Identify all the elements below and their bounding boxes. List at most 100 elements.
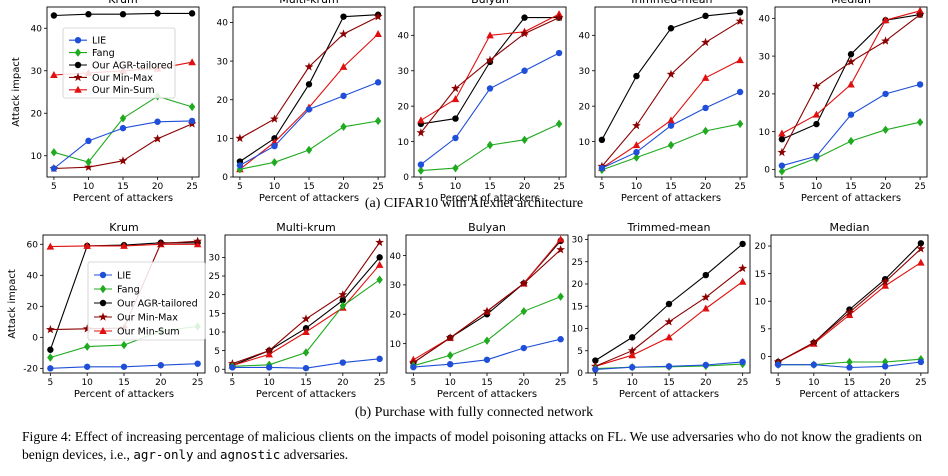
data-point — [521, 135, 528, 145]
x-tick-label: 15 — [665, 182, 676, 192]
x-tick-label: 5 — [779, 182, 785, 192]
subfigure-caption-b: (b) Purchase with fully connected networ… — [354, 405, 594, 420]
x-tick-label: 25 — [186, 182, 197, 192]
x-tick-label: 10 — [269, 182, 281, 192]
series-line-our-agr-tailored — [239, 14, 379, 162]
data-point — [375, 260, 384, 268]
data-point — [50, 71, 58, 78]
data-point — [119, 114, 127, 123]
data-point — [120, 340, 128, 350]
legend-marker — [73, 72, 83, 82]
data-point — [666, 69, 676, 78]
y-tick-label: 60 — [27, 241, 39, 251]
data-point — [813, 120, 820, 128]
data-point — [47, 353, 54, 362]
data-point — [846, 364, 853, 371]
figure-caption-text: Effect of increasing percentage of malic… — [22, 429, 922, 462]
chart-4: Trimmed-mean 5 10 15 20 25 10 20 30 40 Percent of … — [579, 0, 748, 204]
y-tick-label: 10 — [572, 325, 584, 335]
data-point — [847, 136, 855, 146]
y-tick-label: 20 — [579, 102, 591, 112]
data-point — [598, 136, 606, 144]
x-axis-label: Percent of attackers — [74, 389, 174, 400]
data-point — [486, 31, 494, 39]
data-point — [154, 10, 161, 17]
x-axis-label: Percent of attackers — [799, 389, 899, 400]
x-tick-label: 20 — [338, 182, 350, 192]
y-tick-label: 20 — [217, 96, 229, 106]
data-point — [194, 360, 201, 367]
data-point — [810, 361, 818, 368]
data-point — [376, 254, 383, 261]
x-tick-label: 5 — [237, 182, 243, 192]
data-point — [557, 336, 564, 343]
data-point — [520, 29, 529, 38]
legend-2: LIE Fang Our AGR-tailored Our Min-Max Our Mi… — [87, 261, 206, 341]
y-tick-label: 15 — [755, 270, 766, 280]
y-tick-label: 20 — [209, 291, 221, 301]
data-point — [665, 363, 673, 370]
x-tick-label: 20 — [879, 378, 891, 388]
data-point — [305, 81, 313, 88]
data-point — [188, 102, 196, 112]
data-point — [119, 124, 127, 132]
data-point — [417, 116, 425, 124]
series-line-fang — [239, 120, 379, 170]
data-point — [82, 324, 92, 333]
data-point — [736, 88, 744, 96]
x-tick-label: 20 — [700, 182, 712, 192]
data-point — [778, 136, 786, 143]
caption-and: and — [193, 447, 221, 462]
data-point — [556, 235, 565, 243]
y-tick-label: 5 — [760, 325, 766, 335]
legend-marker — [99, 299, 107, 307]
x-tick-label: 15 — [117, 182, 128, 192]
chart-title: Median — [829, 221, 869, 234]
x-tick-label: 10 — [83, 182, 95, 192]
x-tick-label: 10 — [626, 378, 638, 388]
data-point — [339, 29, 348, 38]
chart-3: Bulyan 5 10 15 20 25 0 10 20 30 40 Percent of attac… — [398, 0, 567, 204]
y-tick-label: 40 — [759, 15, 771, 25]
data-point — [592, 357, 599, 364]
data-point — [270, 114, 279, 123]
data-point — [85, 137, 92, 145]
data-point — [519, 278, 529, 288]
y-tick-label: 10 — [31, 152, 43, 162]
data-point — [633, 149, 640, 156]
y-tick-label: 0 — [760, 353, 766, 363]
data-point — [667, 25, 675, 32]
data-point — [881, 281, 889, 289]
data-point — [120, 241, 128, 249]
legend-label: Fang — [117, 284, 140, 295]
data-point — [236, 165, 244, 174]
y-tick-label: 10 — [759, 128, 771, 138]
x-tick-label: 25 — [192, 378, 203, 388]
legend-label: Our Min-Max — [92, 73, 153, 84]
x-tick-label: 15 — [118, 378, 129, 388]
data-point — [633, 153, 640, 162]
data-point — [881, 363, 889, 370]
data-point — [120, 363, 128, 370]
data-point — [193, 236, 202, 245]
caption-code-agnostic: agnostic — [220, 447, 281, 462]
series-line-our-min-max — [239, 16, 379, 139]
data-point — [813, 153, 820, 160]
data-point — [451, 95, 460, 103]
data-point — [83, 363, 91, 370]
x-tick-label: 10 — [808, 378, 820, 388]
x-tick-label: 10 — [81, 378, 93, 388]
y-tick-label: 40 — [390, 252, 402, 262]
x-axis-label: Percent of attackers — [73, 193, 173, 204]
data-point — [774, 361, 782, 368]
data-point — [340, 92, 347, 100]
x-tick-label: 15 — [303, 182, 314, 192]
y-tick-label: -20 — [23, 365, 38, 375]
data-point — [882, 125, 889, 134]
x-tick-label: 5 — [51, 182, 57, 192]
y-tick-label: 20 — [572, 280, 584, 290]
y-tick-label: 20 — [759, 90, 771, 100]
chart-2: Multi-krum 5 10 15 20 25 0 10 20 30 40 Percent of a… — [217, 0, 386, 204]
data-point — [50, 12, 58, 19]
data-point — [778, 129, 786, 137]
